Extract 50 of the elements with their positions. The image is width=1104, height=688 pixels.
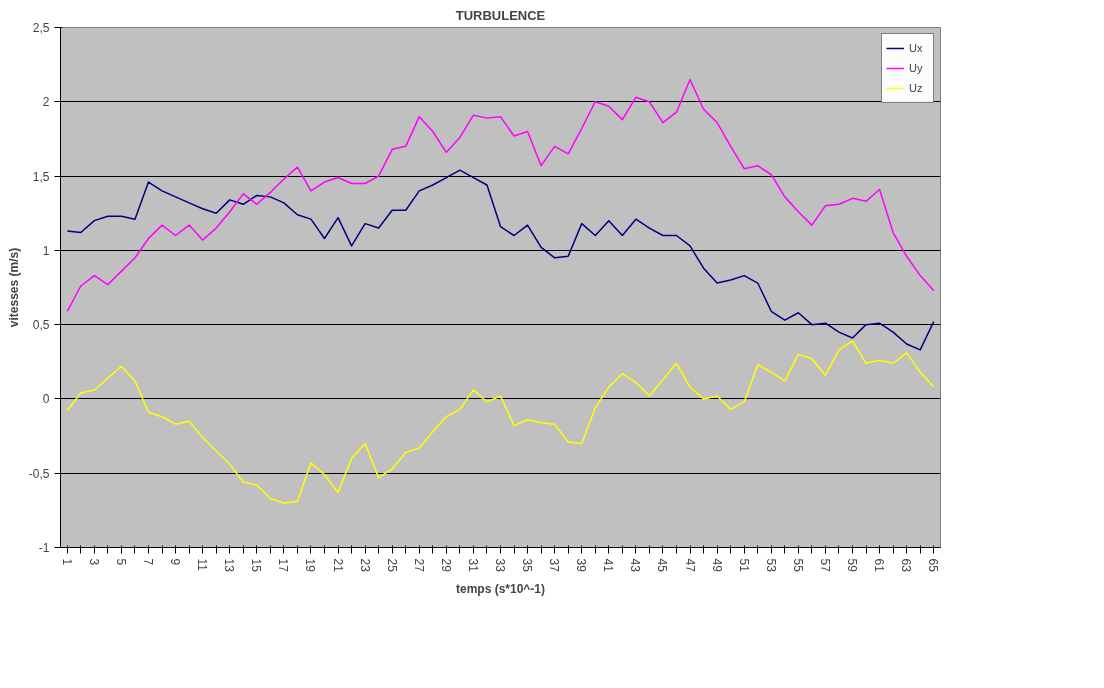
x-tick-label: 59 — [845, 558, 859, 573]
x-tick-label: 23 — [357, 558, 372, 573]
legend-label: Uy — [909, 62, 924, 74]
x-tick-label: 11 — [195, 558, 210, 572]
x-tick-label: 25 — [384, 558, 399, 573]
line-series — [66, 169, 935, 351]
x-tick-label: 7 — [141, 558, 155, 566]
legend-label: Ux — [909, 42, 924, 54]
x-tick-label: 49 — [709, 558, 724, 573]
y-tick-label: 0 — [42, 392, 50, 407]
x-tick-label: 5 — [113, 558, 128, 566]
x-tick-label: 29 — [438, 558, 453, 573]
x-axis-title: temps (s*10^-1) — [455, 581, 546, 596]
x-tick-label: 55 — [790, 558, 805, 573]
x-tick-label: 51 — [736, 558, 751, 573]
y-tick-label: 2 — [42, 95, 50, 110]
x-tick-label: 3 — [86, 558, 101, 566]
y-tick-label: 0,5 — [32, 318, 50, 333]
x-tick-label: 35 — [520, 558, 535, 573]
x-tick-label: 33 — [493, 558, 507, 573]
y-tick-label: 2,5 — [32, 21, 50, 35]
x-tick-label: 17 — [276, 558, 291, 573]
y-tick-label: -1 — [38, 541, 50, 555]
x-tick-label: 45 — [655, 558, 670, 573]
line-series — [66, 340, 935, 504]
x-tick-label: 19 — [303, 558, 318, 573]
x-tick-label: 47 — [682, 558, 697, 573]
x-tick-label: 39 — [574, 558, 589, 573]
chart-title: TURBULENCE — [455, 7, 546, 23]
x-tick-label: 43 — [628, 558, 643, 573]
x-tick-label: 57 — [817, 558, 832, 573]
x-tick-label: 53 — [763, 558, 778, 573]
x-tick-label: 65 — [926, 558, 941, 573]
x-tick-label: 21 — [330, 558, 345, 573]
y-axis-title: vitesses (m/s) — [6, 247, 21, 328]
line-series — [66, 78, 935, 313]
y-tick-label: -0,5 — [28, 466, 50, 481]
x-tick-label: 61 — [872, 558, 887, 573]
x-tick-label: 15 — [249, 558, 264, 573]
x-tick-label: 1 — [59, 558, 74, 566]
x-tick-label: 13 — [222, 558, 237, 573]
x-tick-label: 63 — [899, 558, 914, 573]
x-tick-label: 37 — [547, 558, 562, 573]
x-tick-label: 9 — [168, 558, 183, 566]
y-tick-label: 1,5 — [32, 169, 50, 184]
legend-label: Uz — [909, 82, 924, 94]
x-tick-label: 41 — [601, 558, 616, 573]
x-tick-label: 27 — [411, 558, 426, 573]
y-tick-label: 1 — [42, 243, 50, 258]
x-tick-label: 31 — [465, 558, 480, 573]
